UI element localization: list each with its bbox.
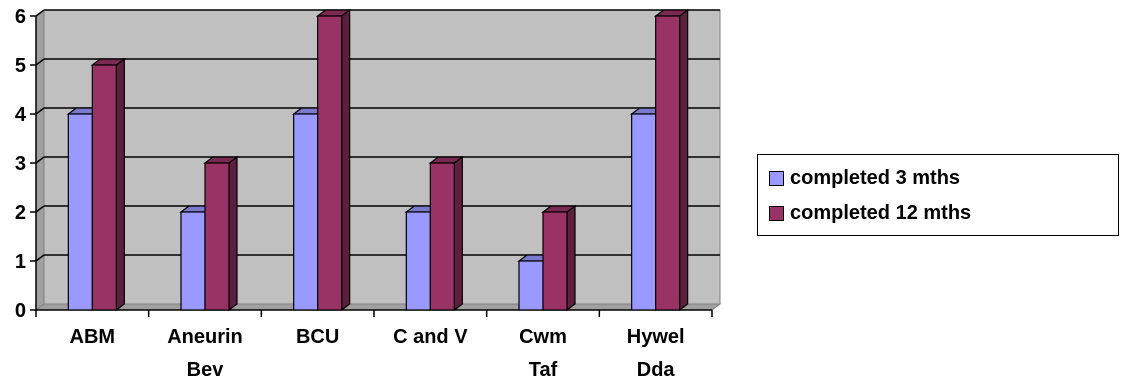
x-tick-label: BCU — [296, 326, 339, 348]
y-tick-label: 5 — [15, 55, 26, 77]
gridline-side — [35, 205, 45, 213]
bar-12-mths — [90, 57, 127, 312]
y-tick-label: 0 — [15, 300, 26, 322]
gridline-side — [35, 254, 45, 262]
bar-12-mths — [541, 204, 577, 312]
chart-legend: completed 3 mths completed 12 mths — [757, 154, 1119, 236]
legend-item-3-mths: completed 3 mths — [769, 166, 960, 190]
y-tick-label: 1 — [15, 251, 26, 273]
y-tick-label: 2 — [15, 202, 26, 224]
bar-12-mths — [428, 155, 465, 312]
bar-12-mths — [203, 155, 239, 312]
legend-swatch-3-mths — [769, 170, 784, 186]
x-tick-label: Aneurin Bev — [167, 326, 243, 381]
legend-label-3-mths: completed 3 mths — [790, 166, 961, 189]
gridline-side — [35, 58, 45, 66]
bar-12-mths — [315, 8, 352, 312]
gridline-side — [35, 156, 45, 164]
x-tick-label: C and V — [393, 326, 468, 348]
bar-12-mths — [653, 8, 690, 312]
legend-label-12-mths: completed 12 mths — [790, 201, 972, 224]
y-tick-label: 4 — [15, 104, 27, 126]
y-tick-label: 3 — [15, 153, 26, 175]
x-tick-label: ABM — [70, 326, 116, 348]
gridline-side — [35, 107, 45, 115]
y-tick-label: 6 — [15, 6, 26, 28]
legend-item-12-mths: completed 12 mths — [769, 201, 971, 225]
x-tick-label: Cwm Taf — [519, 326, 567, 381]
bar-chart: 0 1 2 3 4 5 6 ABM Aneurin Bev BCU C and V Cwm Taf Hywe… — [15, 6, 722, 381]
legend-swatch-12-mths — [769, 205, 784, 221]
gridline-side — [35, 9, 45, 17]
chart-floor — [34, 303, 722, 311]
x-tick-label: Hywel Dda — [627, 326, 685, 381]
